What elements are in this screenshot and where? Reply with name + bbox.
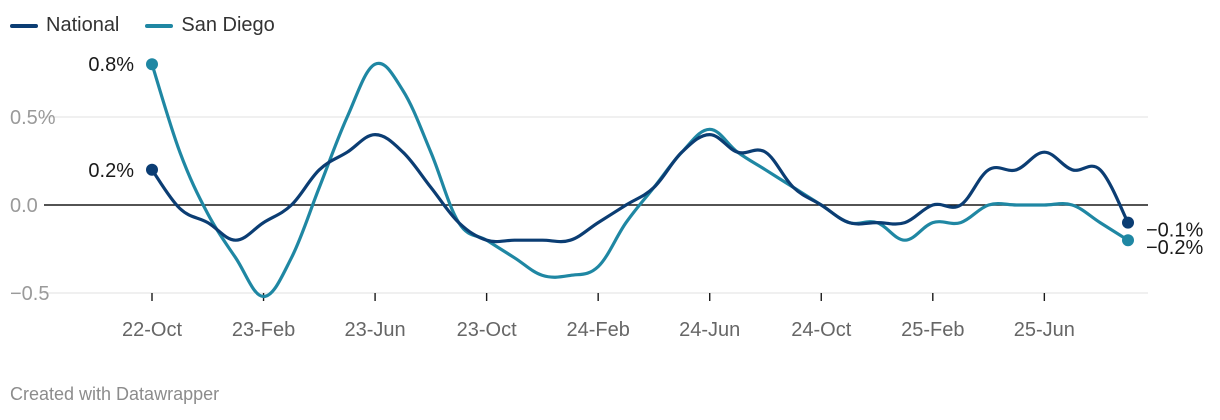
chart-legend: National San Diego [10, 14, 275, 37]
y-tick-label: 0.0 [10, 195, 38, 217]
end-label-san-diego: −0.2% [1146, 237, 1203, 259]
end-point-national [1122, 216, 1134, 229]
legend-swatch-national [10, 23, 38, 28]
start-label-national: 0.2% [88, 160, 134, 182]
legend-label-san-diego: San Diego [181, 14, 275, 36]
series-line-national [150, 133, 1130, 244]
legend-swatch-san-diego [145, 23, 174, 28]
legend-label-national: National [46, 14, 120, 36]
end-point-san-diego [1122, 234, 1134, 247]
start-point-national [146, 163, 158, 176]
x-tick-label: 24-Feb [566, 319, 629, 341]
x-tick-label: 24-Jun [679, 319, 740, 341]
end-label-national: −0.1% [1146, 220, 1203, 242]
legend-item-san-diego: San Diego [145, 14, 275, 37]
series-line-san-diego [150, 61, 1130, 299]
x-tick-label: 22-Oct [122, 319, 182, 341]
x-tick-label: 23-Jun [345, 319, 406, 341]
legend-item-national: National [10, 14, 119, 37]
footer-credit: Created with Datawrapper [10, 384, 220, 404]
x-tick-label: 24-Oct [791, 319, 851, 341]
x-tick-label: 25-Feb [901, 319, 964, 341]
x-tick-label: 23-Feb [232, 319, 295, 341]
y-tick-label: −0.5 [10, 283, 49, 305]
y-tick-label: 0.5% [10, 107, 56, 129]
line-chart: 0.5% 0.0 −0.5 22-Oct 23-Feb 23-Jun 23-Oct 24-Fe… [10, 54, 1203, 341]
x-tick-label: 25-Jun [1014, 319, 1075, 341]
start-label-san-diego: 0.8% [88, 54, 134, 76]
start-point-san-diego [146, 58, 158, 71]
x-tick-label: 23-Oct [457, 319, 517, 341]
